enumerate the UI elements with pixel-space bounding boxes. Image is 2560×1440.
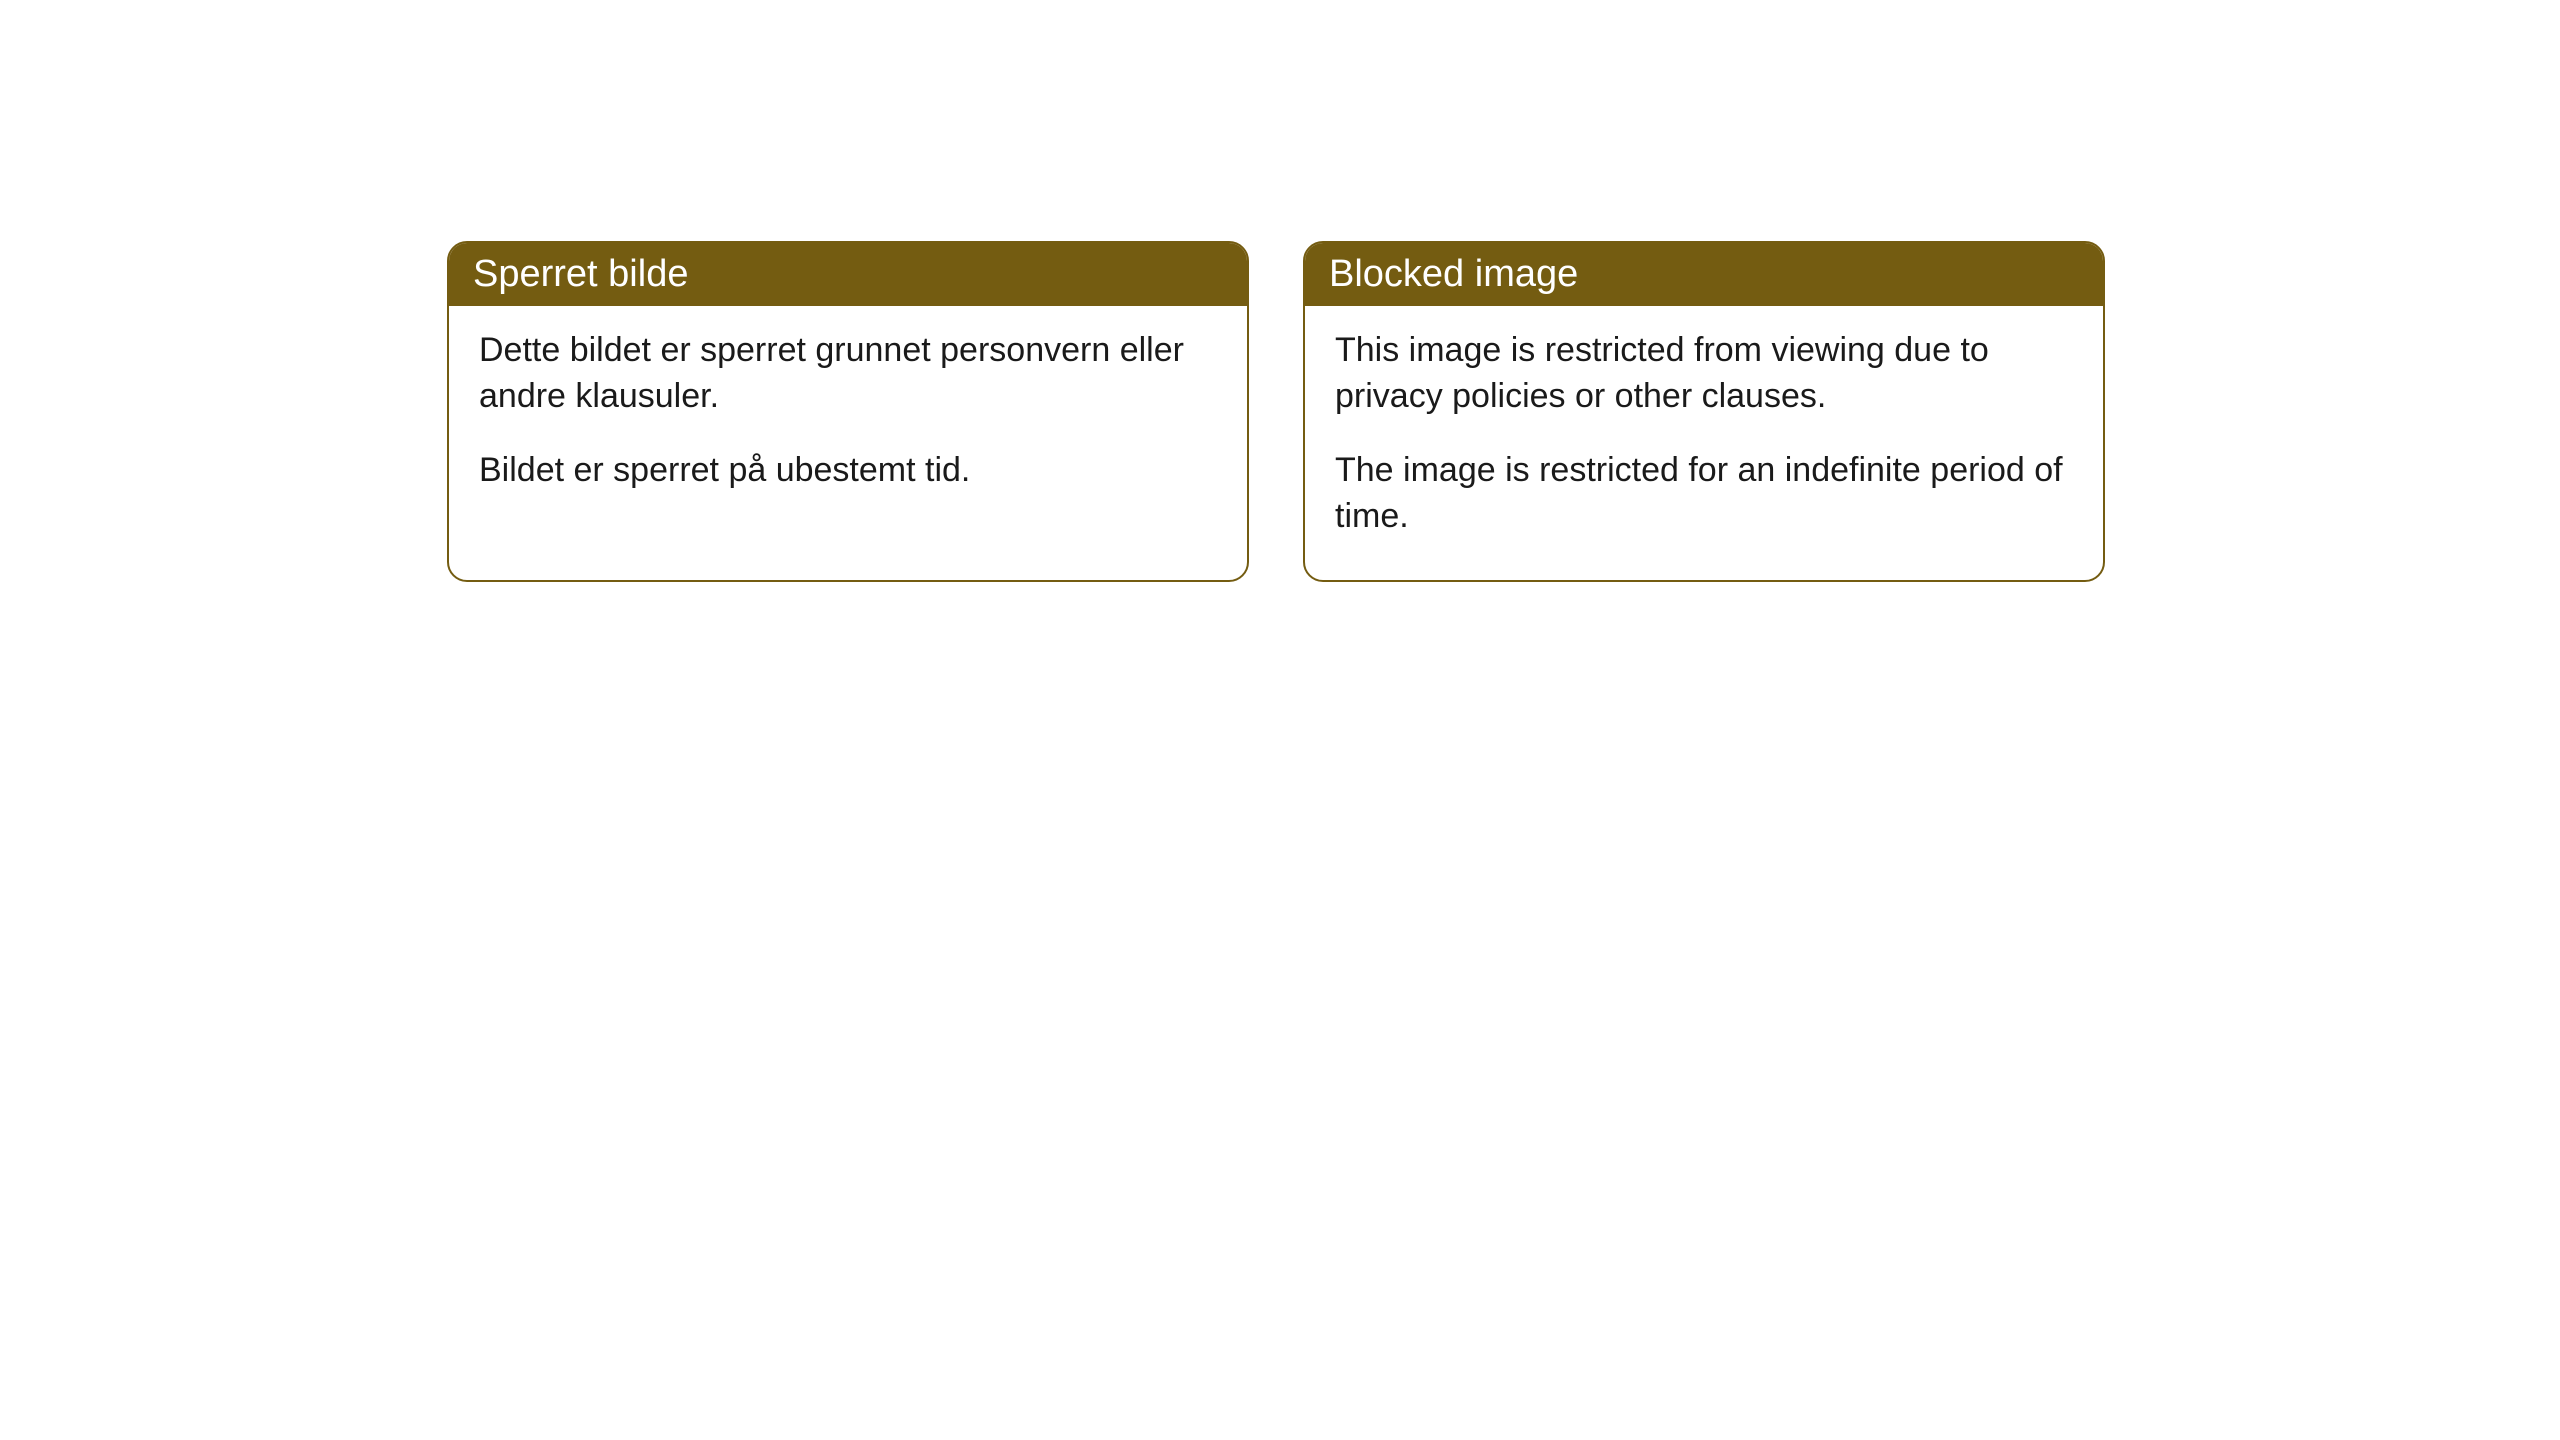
card-paragraph: The image is restricted for an indefinit… <box>1335 448 2073 540</box>
card-body: This image is restricted from viewing du… <box>1305 306 2103 580</box>
card-paragraph: Bildet er sperret på ubestemt tid. <box>479 448 1217 494</box>
notice-cards-container: Sperret bilde Dette bildet er sperret gr… <box>447 241 2105 582</box>
card-title: Blocked image <box>1305 243 2103 306</box>
notice-card-norwegian: Sperret bilde Dette bildet er sperret gr… <box>447 241 1249 582</box>
card-paragraph: This image is restricted from viewing du… <box>1335 328 2073 420</box>
card-title: Sperret bilde <box>449 243 1247 306</box>
notice-card-english: Blocked image This image is restricted f… <box>1303 241 2105 582</box>
card-body: Dette bildet er sperret grunnet personve… <box>449 306 1247 534</box>
card-paragraph: Dette bildet er sperret grunnet personve… <box>479 328 1217 420</box>
